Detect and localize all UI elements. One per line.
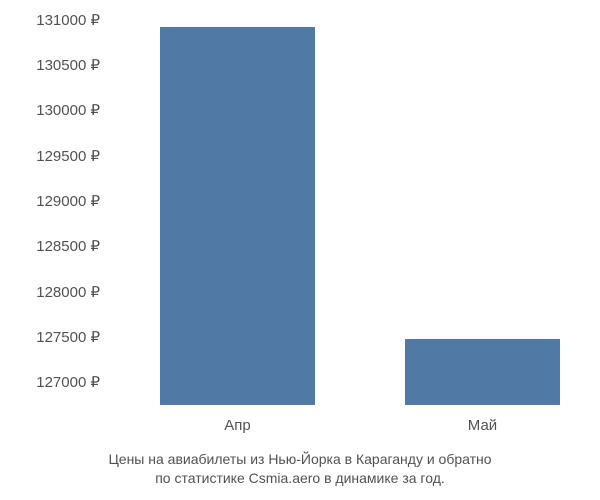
y-axis-label: 129500 ₽: [36, 147, 100, 165]
y-axis-label: 127000 ₽: [36, 373, 100, 391]
chart-caption: Цены на авиабилеты из Нью-Йорка в Карага…: [0, 450, 600, 488]
chart-container: 127000 ₽ 127500 ₽ 128000 ₽ 128500 ₽ 129000 ₽…: [0, 0, 600, 440]
plot-area: [105, 15, 585, 405]
y-axis-label: 129000 ₽: [36, 192, 100, 210]
y-axis-label: 130000 ₽: [36, 101, 100, 119]
y-axis-label: 130500 ₽: [36, 56, 100, 74]
x-axis-label: Май: [468, 417, 497, 434]
chart-bar: [160, 27, 315, 405]
caption-line-2: по статистике Csmia.aero в динамике за г…: [155, 470, 445, 486]
y-axis-label: 127500 ₽: [36, 328, 100, 346]
y-axis-label: 128000 ₽: [36, 283, 100, 301]
y-axis-label: 131000 ₽: [36, 11, 100, 29]
y-axis-label: 128500 ₽: [36, 237, 100, 255]
caption-line-1: Цены на авиабилеты из Нью-Йорка в Карага…: [108, 451, 491, 467]
x-axis-label: Апр: [224, 417, 250, 434]
chart-bar: [405, 339, 560, 405]
